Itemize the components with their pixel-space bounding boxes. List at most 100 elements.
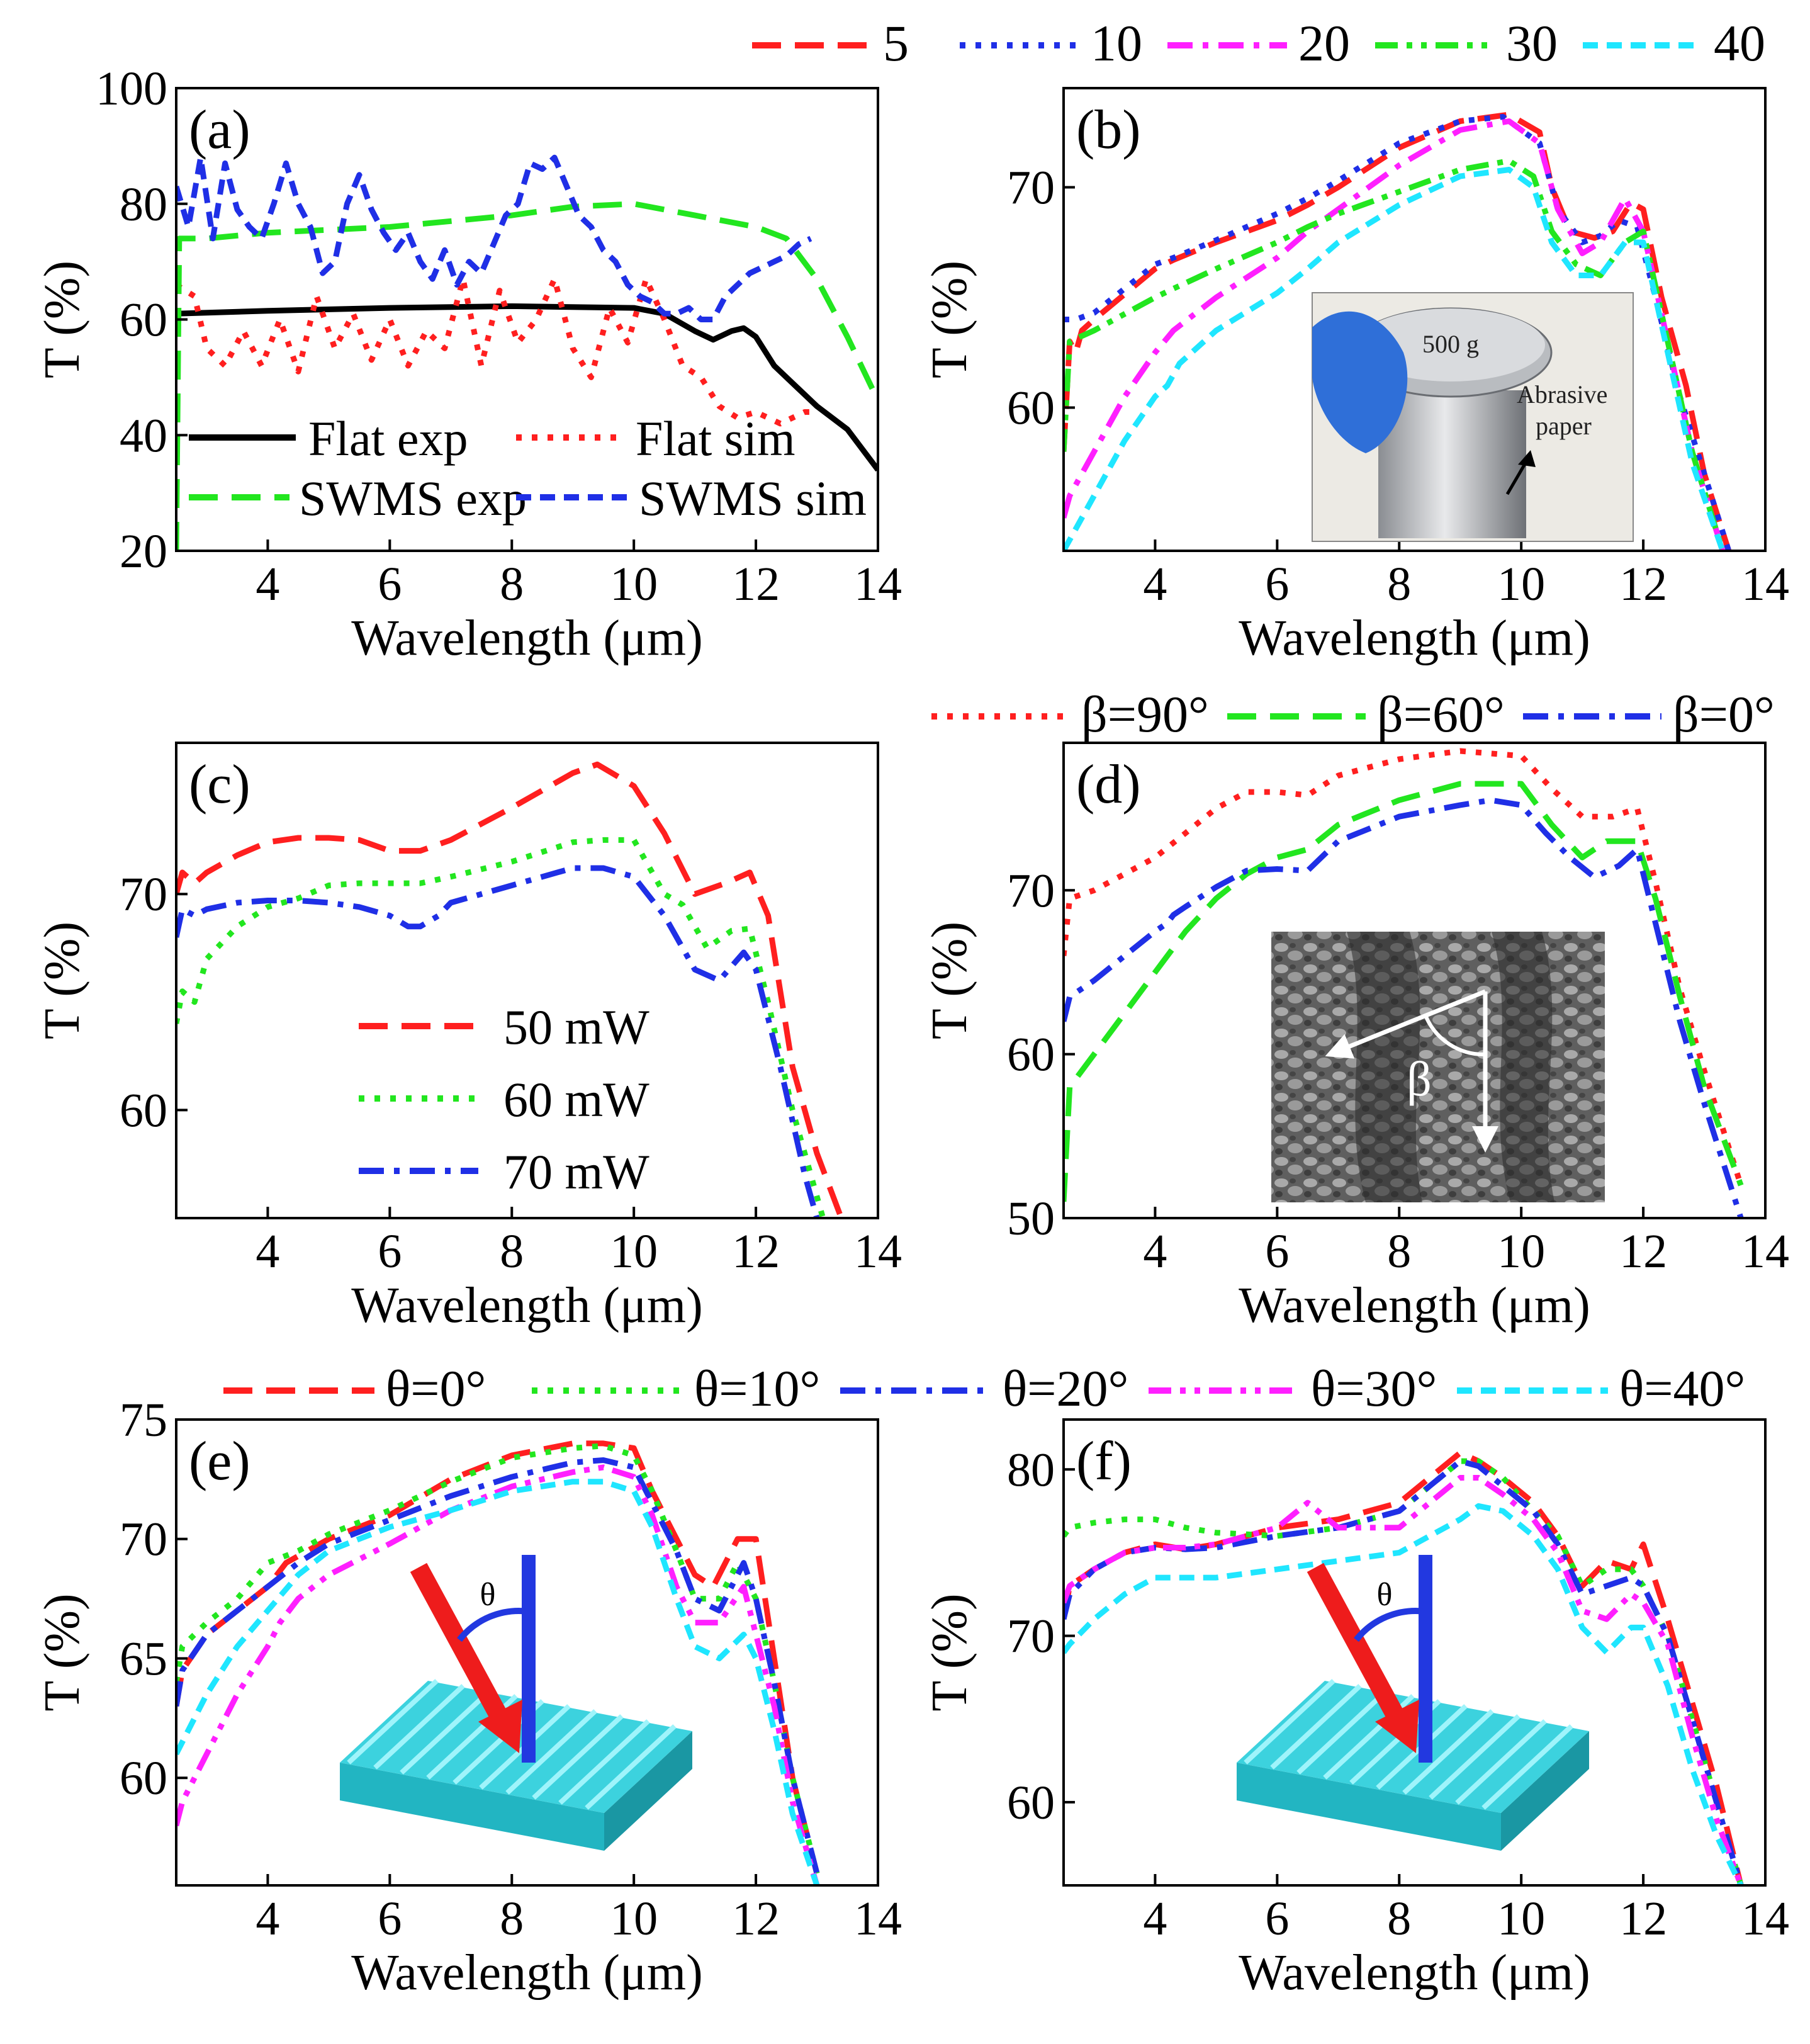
series-group-d	[1064, 748, 1744, 1218]
panel-f: 4 6 8 10 12 14 60 70 80 Wavelength (μm) T (%) (f) θ	[922, 1418, 1789, 2001]
y-tick-label-e-0: 60	[120, 1752, 167, 1805]
x-tick-label-c-1: 6	[378, 1225, 402, 1278]
top-legend-d-label-2: β=0°	[1673, 686, 1775, 743]
series-line-b-4	[1064, 167, 1726, 551]
series-line-c-2	[176, 865, 820, 1218]
series-group-b	[1064, 111, 1732, 551]
panel-label-f: (f)	[1076, 1431, 1132, 1492]
x-tick-label-b-0: 4	[1143, 558, 1167, 611]
legend-c: 50 mW 60 mW 70 mW	[359, 1000, 649, 1199]
plot-frame-e	[175, 1418, 879, 1887]
y-tick-label-a-0: 20	[120, 525, 167, 578]
beta-arc	[1424, 1014, 1486, 1057]
series-line-f-4	[1064, 1503, 1744, 1885]
series-line-e-2	[176, 1457, 820, 1875]
x-tick-label-c-0: 4	[256, 1225, 279, 1278]
x-tick-label-f-0: 4	[1143, 1892, 1167, 1945]
series-line-f-3	[1064, 1475, 1744, 1885]
x-tick-label-d-2: 8	[1387, 1225, 1411, 1278]
grating-ridge-9	[1481, 1724, 1573, 1810]
legend-label-c-1: 60 mW	[503, 1072, 649, 1127]
theta-label: θ	[1377, 1577, 1393, 1613]
series-line-f-0	[1064, 1450, 1744, 1885]
legend-label-c-2: 70 mW	[503, 1144, 649, 1199]
x-tick-label-d-1: 6	[1265, 1225, 1289, 1278]
y-tick-label-b-1: 70	[1007, 162, 1055, 215]
y-tick-label-c-0: 60	[120, 1084, 167, 1137]
y-tick-label-d-1: 60	[1007, 1029, 1055, 1081]
top-legend-ef-label-2: θ=20°	[1003, 1360, 1128, 1417]
incident-arrowhead	[1375, 1700, 1419, 1753]
x-tick-label-a-4: 12	[732, 558, 780, 611]
x-tick-label-d-3: 10	[1497, 1225, 1545, 1278]
legend-a: Flat exp Flat sim SWMS exp SWMS sim	[189, 411, 867, 526]
series-group-a	[176, 154, 878, 551]
x-tick-label-f-3: 10	[1497, 1892, 1545, 1945]
top-legend-b-label-0: 5	[883, 14, 909, 72]
series-line-a-1	[176, 276, 817, 427]
panel-label-e: (e)	[189, 1431, 250, 1492]
grating-ridge-2	[1296, 1689, 1388, 1775]
grating-front	[1237, 1763, 1501, 1851]
grating-ridge-1	[1270, 1684, 1362, 1770]
series-line-c-1	[176, 837, 826, 1218]
theta-arc	[1354, 1608, 1426, 1642]
x-tick-label-e-5: 14	[854, 1892, 902, 1945]
top-legend-b-label-3: 30	[1506, 14, 1558, 72]
top-legend-b-label-4: 40	[1714, 14, 1765, 72]
x-tick-label-b-4: 12	[1619, 558, 1667, 611]
top-legend-ef-label-3: θ=30°	[1311, 1360, 1437, 1417]
x-tick-label-c-4: 12	[732, 1225, 780, 1278]
x-axis-label-c: Wavelength (μm)	[351, 1278, 702, 1333]
panel-d: 4 6 8 10 12 14 50 60 70 Wavelength (μm) T (%) (d) β	[922, 742, 1789, 1333]
x-tick-label-c-5: 14	[854, 1225, 902, 1278]
x-tick-label-f-1: 6	[1265, 1892, 1289, 1945]
series-line-d-1	[1064, 781, 1744, 1202]
panel-c: 4 6 8 10 12 14 60 70 Wavelength (μm) T (%) (c) 50 m…	[35, 742, 902, 1333]
y-tick-label-e-2: 70	[120, 1513, 167, 1566]
legend-label-a-0: Flat exp	[308, 411, 468, 466]
top-legend-b-label-2: 20	[1298, 14, 1350, 72]
x-axis-label-f: Wavelength (μm)	[1239, 1945, 1590, 2001]
plot-frame-d	[1062, 742, 1767, 1219]
weight-body	[1378, 390, 1526, 538]
series-line-a-3	[176, 154, 812, 322]
grating-ridge-8	[558, 1719, 650, 1805]
series-line-e-1	[176, 1443, 820, 1875]
x-tick-label-b-2: 8	[1387, 558, 1411, 611]
grating-side	[1501, 1731, 1589, 1851]
panel-label-c: (c)	[189, 754, 250, 815]
paper-label: paper	[1536, 412, 1592, 440]
beta-arrow-1	[1325, 989, 1487, 1059]
grating-ridge-2	[400, 1689, 492, 1775]
y-tick-label-a-4: 100	[96, 62, 167, 115]
plot-frame-f	[1062, 1418, 1767, 1887]
y-tick-label-d-2: 70	[1007, 864, 1055, 917]
theta-arc	[457, 1608, 529, 1642]
top-legend-b: 5 10 20 30 40	[752, 14, 1765, 72]
top-legend-ef-label-4: θ=40°	[1619, 1360, 1745, 1417]
top-legend-d-label-1: β=60°	[1377, 686, 1505, 743]
series-line-c-0	[176, 761, 845, 1218]
grating-ridge-6	[1402, 1709, 1494, 1795]
x-tick-label-c-3: 10	[610, 1225, 658, 1278]
y-tick-label-e-1: 65	[120, 1632, 167, 1685]
y-tick-label-f-0: 60	[1007, 1776, 1055, 1829]
series-line-d-0	[1064, 748, 1744, 1187]
y-tick-label-d-0: 50	[1007, 1192, 1055, 1245]
x-tick-label-e-0: 4	[256, 1892, 279, 1945]
series-line-e-3	[176, 1464, 820, 1885]
x-tick-label-e-4: 12	[732, 1892, 780, 1945]
grating-ridge-1	[373, 1684, 465, 1770]
x-tick-label-b-3: 10	[1497, 558, 1545, 611]
legend-label-a-2: SWMS exp	[299, 471, 527, 526]
x-tick-label-a-1: 6	[378, 558, 402, 611]
glove	[1312, 311, 1408, 453]
y-tick-label-b-0: 60	[1007, 382, 1055, 435]
series-line-a-2	[176, 201, 878, 551]
legend-label-a-1: Flat sim	[636, 411, 795, 466]
x-tick-label-a-5: 14	[854, 558, 902, 611]
abrasive-label: Abrasive	[1517, 380, 1607, 409]
x-tick-label-d-4: 12	[1619, 1225, 1667, 1278]
top-legend-ef: θ=0° θ=10° θ=20° θ=30° θ=40°	[223, 1360, 1745, 1417]
